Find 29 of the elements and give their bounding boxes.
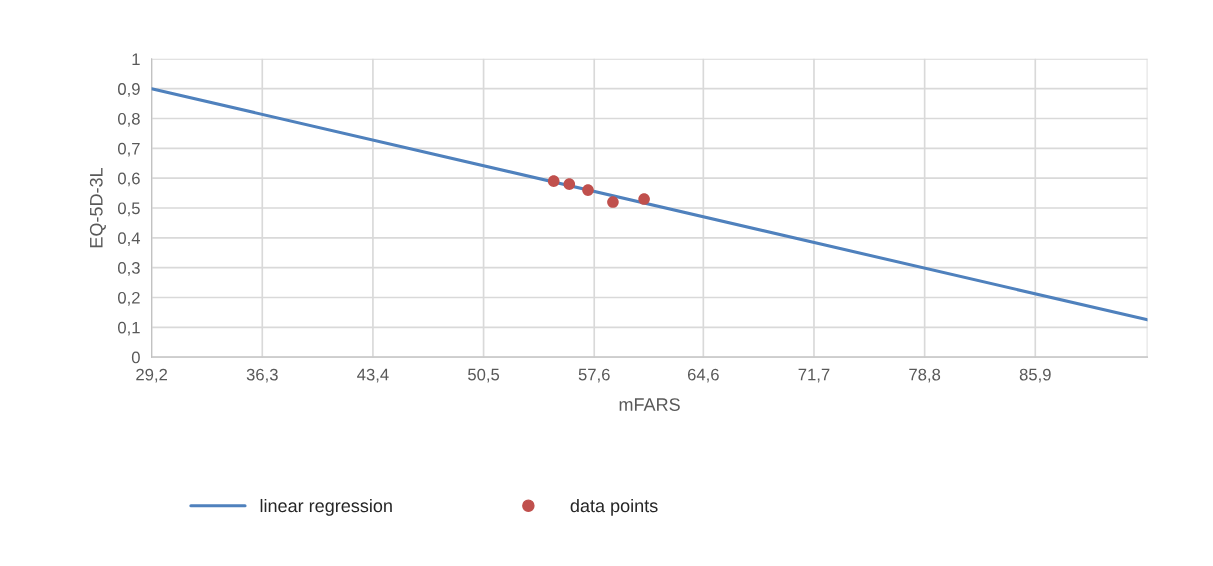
y-tick-label: 0,3 xyxy=(118,262,140,276)
x-tick-label: 85,9 xyxy=(1019,368,1051,383)
y-tick-label: 0,5 xyxy=(118,202,140,217)
y-tick-label: 0,9 xyxy=(118,83,140,97)
y-tick-label: 0 xyxy=(131,351,140,364)
x-tick-label: 71,7 xyxy=(798,368,830,383)
x-tick-label: 36,3 xyxy=(246,368,278,383)
point xyxy=(563,178,576,190)
y-tick-label: 1 xyxy=(132,53,140,65)
x-tick-label: 50,5 xyxy=(468,368,500,383)
y-tick-label: 0,8 xyxy=(118,112,140,127)
y-tick-label: 0,2 xyxy=(118,291,140,306)
point xyxy=(582,184,594,196)
y-tick-label: 0,4 xyxy=(118,232,141,247)
legend-label: linear regression xyxy=(260,498,392,516)
y-tick-label: 0,1 xyxy=(118,321,140,336)
point xyxy=(607,196,619,208)
point xyxy=(638,193,650,205)
legend-label: data points xyxy=(570,498,658,516)
x-axis-title: mFARS xyxy=(619,398,680,411)
x-tick-label: 57,6 xyxy=(578,368,610,383)
x-tick-label: 78,8 xyxy=(909,368,941,383)
x-tick-label: 64,6 xyxy=(687,368,719,383)
point xyxy=(547,175,560,187)
x-tick-label: 43,4 xyxy=(357,368,389,383)
x-tick-label: 29,2 xyxy=(136,368,168,383)
y-tick-label: 0,7 xyxy=(118,142,140,157)
y-axis-title: EQ-5D-3L xyxy=(89,167,106,248)
y-tick-label: 0,6 xyxy=(118,172,140,187)
